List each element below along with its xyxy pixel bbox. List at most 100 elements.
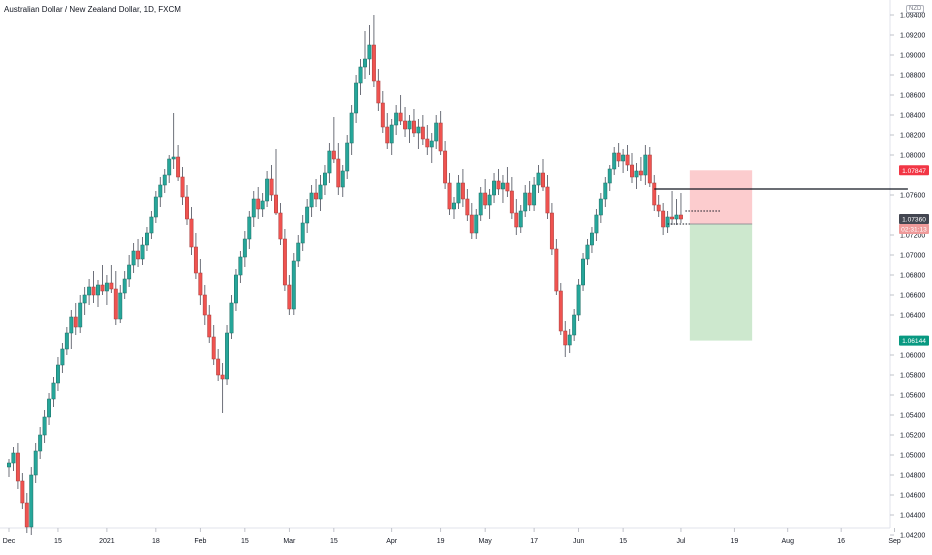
candle-bearish[interactable] — [15, 452, 20, 482]
candle-bearish[interactable] — [638, 170, 643, 176]
candle-bearish[interactable] — [558, 290, 563, 332]
candle-bullish[interactable] — [643, 154, 648, 176]
candle-bullish[interactable] — [229, 302, 234, 334]
candle-bearish[interactable] — [371, 44, 376, 82]
candle-bullish[interactable] — [171, 156, 176, 160]
candle-bearish[interactable] — [278, 212, 283, 240]
candle-bullish[interactable] — [327, 150, 332, 174]
candle-bearish[interactable] — [554, 248, 559, 292]
candle-bullish[interactable] — [131, 250, 136, 266]
candle-bullish[interactable] — [598, 198, 603, 216]
candle-bullish[interactable] — [104, 282, 109, 292]
candle-bearish[interactable] — [193, 246, 198, 274]
candle-bullish[interactable] — [145, 232, 149, 246]
candle-bearish[interactable] — [24, 502, 29, 528]
candle-bearish[interactable] — [545, 186, 550, 214]
candle-bullish[interactable] — [122, 278, 127, 294]
candle-bearish[interactable] — [331, 150, 336, 160]
candle-bullish[interactable] — [487, 194, 492, 206]
candle-bearish[interactable] — [198, 272, 203, 296]
candle-bearish[interactable] — [220, 374, 225, 380]
candle-bullish[interactable] — [318, 184, 323, 200]
candle-bullish[interactable] — [149, 216, 154, 234]
candle-bullish[interactable] — [96, 284, 100, 296]
candle-bearish[interactable] — [447, 182, 452, 210]
candle-bullish[interactable] — [434, 122, 439, 142]
candle-bearish[interactable] — [670, 216, 674, 220]
candle-bearish[interactable] — [385, 126, 390, 144]
candle-bearish[interactable] — [269, 178, 274, 196]
candle-bullish[interactable] — [354, 82, 359, 114]
candle-bearish[interactable] — [661, 210, 666, 228]
candle-bullish[interactable] — [64, 332, 69, 350]
candle-bullish[interactable] — [674, 214, 679, 220]
candle-bullish[interactable] — [358, 66, 363, 84]
candle-bearish[interactable] — [100, 284, 105, 292]
candle-bearish[interactable] — [314, 192, 319, 200]
candle-bearish[interactable] — [189, 218, 194, 248]
candle-bearish[interactable] — [438, 122, 443, 152]
candle-bullish[interactable] — [11, 452, 16, 464]
candle-bearish[interactable] — [207, 314, 212, 338]
candle-bearish[interactable] — [398, 112, 403, 122]
candle-bullish[interactable] — [340, 170, 345, 188]
candle-bullish[interactable] — [603, 182, 608, 200]
candle-bearish[interactable] — [630, 164, 634, 178]
candle-bullish[interactable] — [416, 126, 421, 134]
candle-bearish[interactable] — [91, 286, 96, 296]
candle-bearish[interactable] — [274, 194, 278, 214]
candle-bullish[interactable] — [349, 112, 354, 144]
candle-bullish[interactable] — [158, 184, 163, 198]
candle-bullish[interactable] — [78, 302, 83, 328]
candle-bullish[interactable] — [429, 140, 434, 148]
candle-bearish[interactable] — [647, 154, 652, 184]
candle-bullish[interactable] — [265, 178, 270, 202]
candle-bullish[interactable] — [523, 192, 528, 212]
candle-bearish[interactable] — [376, 80, 381, 104]
candle-bearish[interactable] — [656, 204, 661, 212]
candle-bearish[interactable] — [425, 138, 430, 148]
candle-bullish[interactable] — [634, 170, 639, 178]
candle-bearish[interactable] — [527, 192, 532, 206]
candle-bullish[interactable] — [238, 256, 243, 276]
candle-bullish[interactable] — [118, 292, 123, 320]
candle-bullish[interactable] — [140, 244, 145, 260]
candle-bearish[interactable] — [403, 120, 408, 130]
candle-bullish[interactable] — [612, 152, 617, 170]
candle-bullish[interactable] — [29, 474, 34, 528]
candle-bearish[interactable] — [136, 250, 141, 260]
candle-bearish[interactable] — [469, 214, 474, 234]
candle-bullish[interactable] — [225, 332, 230, 380]
candle-bullish[interactable] — [260, 200, 265, 210]
candle-bullish[interactable] — [590, 232, 594, 246]
candle-bearish[interactable] — [113, 288, 118, 320]
candle-bearish[interactable] — [211, 336, 216, 360]
candle-bullish[interactable] — [567, 334, 572, 346]
stop-loss-zone[interactable] — [689, 170, 753, 224]
candle-bullish[interactable] — [7, 462, 11, 468]
candle-bearish[interactable] — [420, 126, 425, 140]
candle-bullish[interactable] — [38, 434, 43, 452]
candle-bullish[interactable] — [389, 124, 394, 144]
candle-bullish[interactable] — [536, 172, 541, 186]
candle-bullish[interactable] — [127, 264, 132, 280]
time-axis[interactable]: Dec 15 2021 18 Feb 15 Mar 15 Apr 19 May 17 Jun 15 Jul 1… — [3, 528, 901, 545]
candle-bearish[interactable] — [256, 198, 261, 210]
candle-bullish[interactable] — [576, 284, 581, 316]
candle-bullish[interactable] — [234, 274, 238, 304]
candle-bearish[interactable] — [216, 358, 221, 376]
candle-bearish[interactable] — [514, 212, 519, 228]
candle-bullish[interactable] — [42, 416, 47, 436]
candle-bullish[interactable] — [607, 168, 612, 184]
candle-bullish[interactable] — [345, 142, 350, 172]
candle-bearish[interactable] — [483, 192, 488, 206]
candle-bullish[interactable] — [242, 238, 247, 258]
candle-bullish[interactable] — [367, 44, 372, 60]
candle-bearish[interactable] — [20, 480, 25, 504]
candle-bullish[interactable] — [474, 214, 479, 234]
candle-bullish[interactable] — [69, 316, 74, 334]
candle-bearish[interactable] — [176, 156, 181, 178]
candle-bullish[interactable] — [82, 294, 87, 304]
candle-bearish[interactable] — [496, 180, 501, 190]
